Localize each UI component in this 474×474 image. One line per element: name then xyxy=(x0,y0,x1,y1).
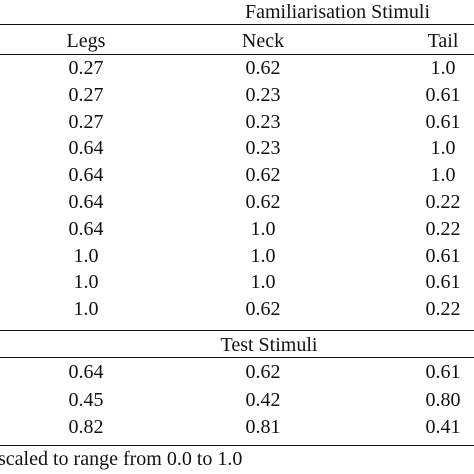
familiarisation-cell-tail: 0.22 xyxy=(425,191,461,213)
familiarisation-cell-neck: 0.23 xyxy=(245,137,281,160)
test-cell-neck: 0.81 xyxy=(245,416,281,438)
familiarisation-cell-neck: 0.62 xyxy=(245,298,281,321)
familiarisation-cell-tail: 1.0 xyxy=(430,164,456,187)
familiarisation-cell-neck: 0.23 xyxy=(245,83,281,106)
test-caption-rule xyxy=(0,357,474,358)
familiarisation-cell-legs: 0.27 xyxy=(68,57,104,79)
familiarisation-cell-tail: 1.0 xyxy=(430,57,456,79)
test-cell-tail: 0.61 xyxy=(425,361,461,383)
footnote: scaled to range from 0.0 to 1.0 xyxy=(0,448,243,470)
familiarisation-cell-legs: 1.0 xyxy=(73,271,99,294)
familiarisation-cell-neck: 0.62 xyxy=(245,164,281,187)
test-cell-legs: 0.64 xyxy=(68,361,104,383)
familiarisation-cell-tail: 0.61 xyxy=(425,244,461,267)
familiarisation-cell-legs: 0.64 xyxy=(68,137,104,160)
test-cell-tail: 0.80 xyxy=(425,388,461,411)
familiarisation-cell-neck: 0.62 xyxy=(245,191,281,213)
caption-rule xyxy=(0,24,474,25)
familiarisation-cell-legs: 0.27 xyxy=(68,110,104,133)
header-rule xyxy=(0,54,474,55)
familiarisation-cell-tail: 1.0 xyxy=(430,137,456,160)
familiarisation-cell-neck: 0.23 xyxy=(245,110,281,133)
familiarisation-cell-tail: 0.22 xyxy=(425,217,461,240)
familiarisation-cell-legs: 0.64 xyxy=(68,217,104,240)
test-cell-tail: 0.41 xyxy=(425,416,461,438)
test-cell-neck: 0.42 xyxy=(245,388,281,411)
familiarisation-cell-neck: 1.0 xyxy=(250,271,276,294)
familiarisation-cell-legs: 0.64 xyxy=(68,191,104,213)
familiarisation-cell-neck: 1.0 xyxy=(250,217,276,240)
familiarisation-end-rule xyxy=(0,330,474,331)
test-cell-legs: 0.82 xyxy=(68,416,104,438)
familiarisation-cell-legs: 1.0 xyxy=(73,244,99,267)
test-caption: Test Stimuli xyxy=(220,334,318,356)
test-cell-legs: 0.45 xyxy=(68,388,104,411)
familiarisation-cell-tail: 0.22 xyxy=(425,298,461,321)
familiarisation-cell-tail: 0.61 xyxy=(425,83,461,106)
familiarisation-cell-tail: 0.61 xyxy=(425,271,461,294)
table-bottom-rule xyxy=(0,445,474,446)
test-cell-neck: 0.62 xyxy=(245,361,281,383)
familiarisation-caption: Familiarisation Stimuli xyxy=(245,1,430,23)
header-neck: Neck xyxy=(241,30,285,52)
familiarisation-cell-neck: 1.0 xyxy=(250,244,276,267)
header-tail: Tail xyxy=(427,30,459,52)
familiarisation-cell-tail: 0.61 xyxy=(425,110,461,133)
header-legs: Legs xyxy=(66,30,106,52)
familiarisation-cell-neck: 0.62 xyxy=(245,57,281,79)
familiarisation-cell-legs: 1.0 xyxy=(73,298,99,321)
familiarisation-cell-legs: 0.64 xyxy=(68,164,104,187)
familiarisation-cell-legs: 0.27 xyxy=(68,83,104,106)
